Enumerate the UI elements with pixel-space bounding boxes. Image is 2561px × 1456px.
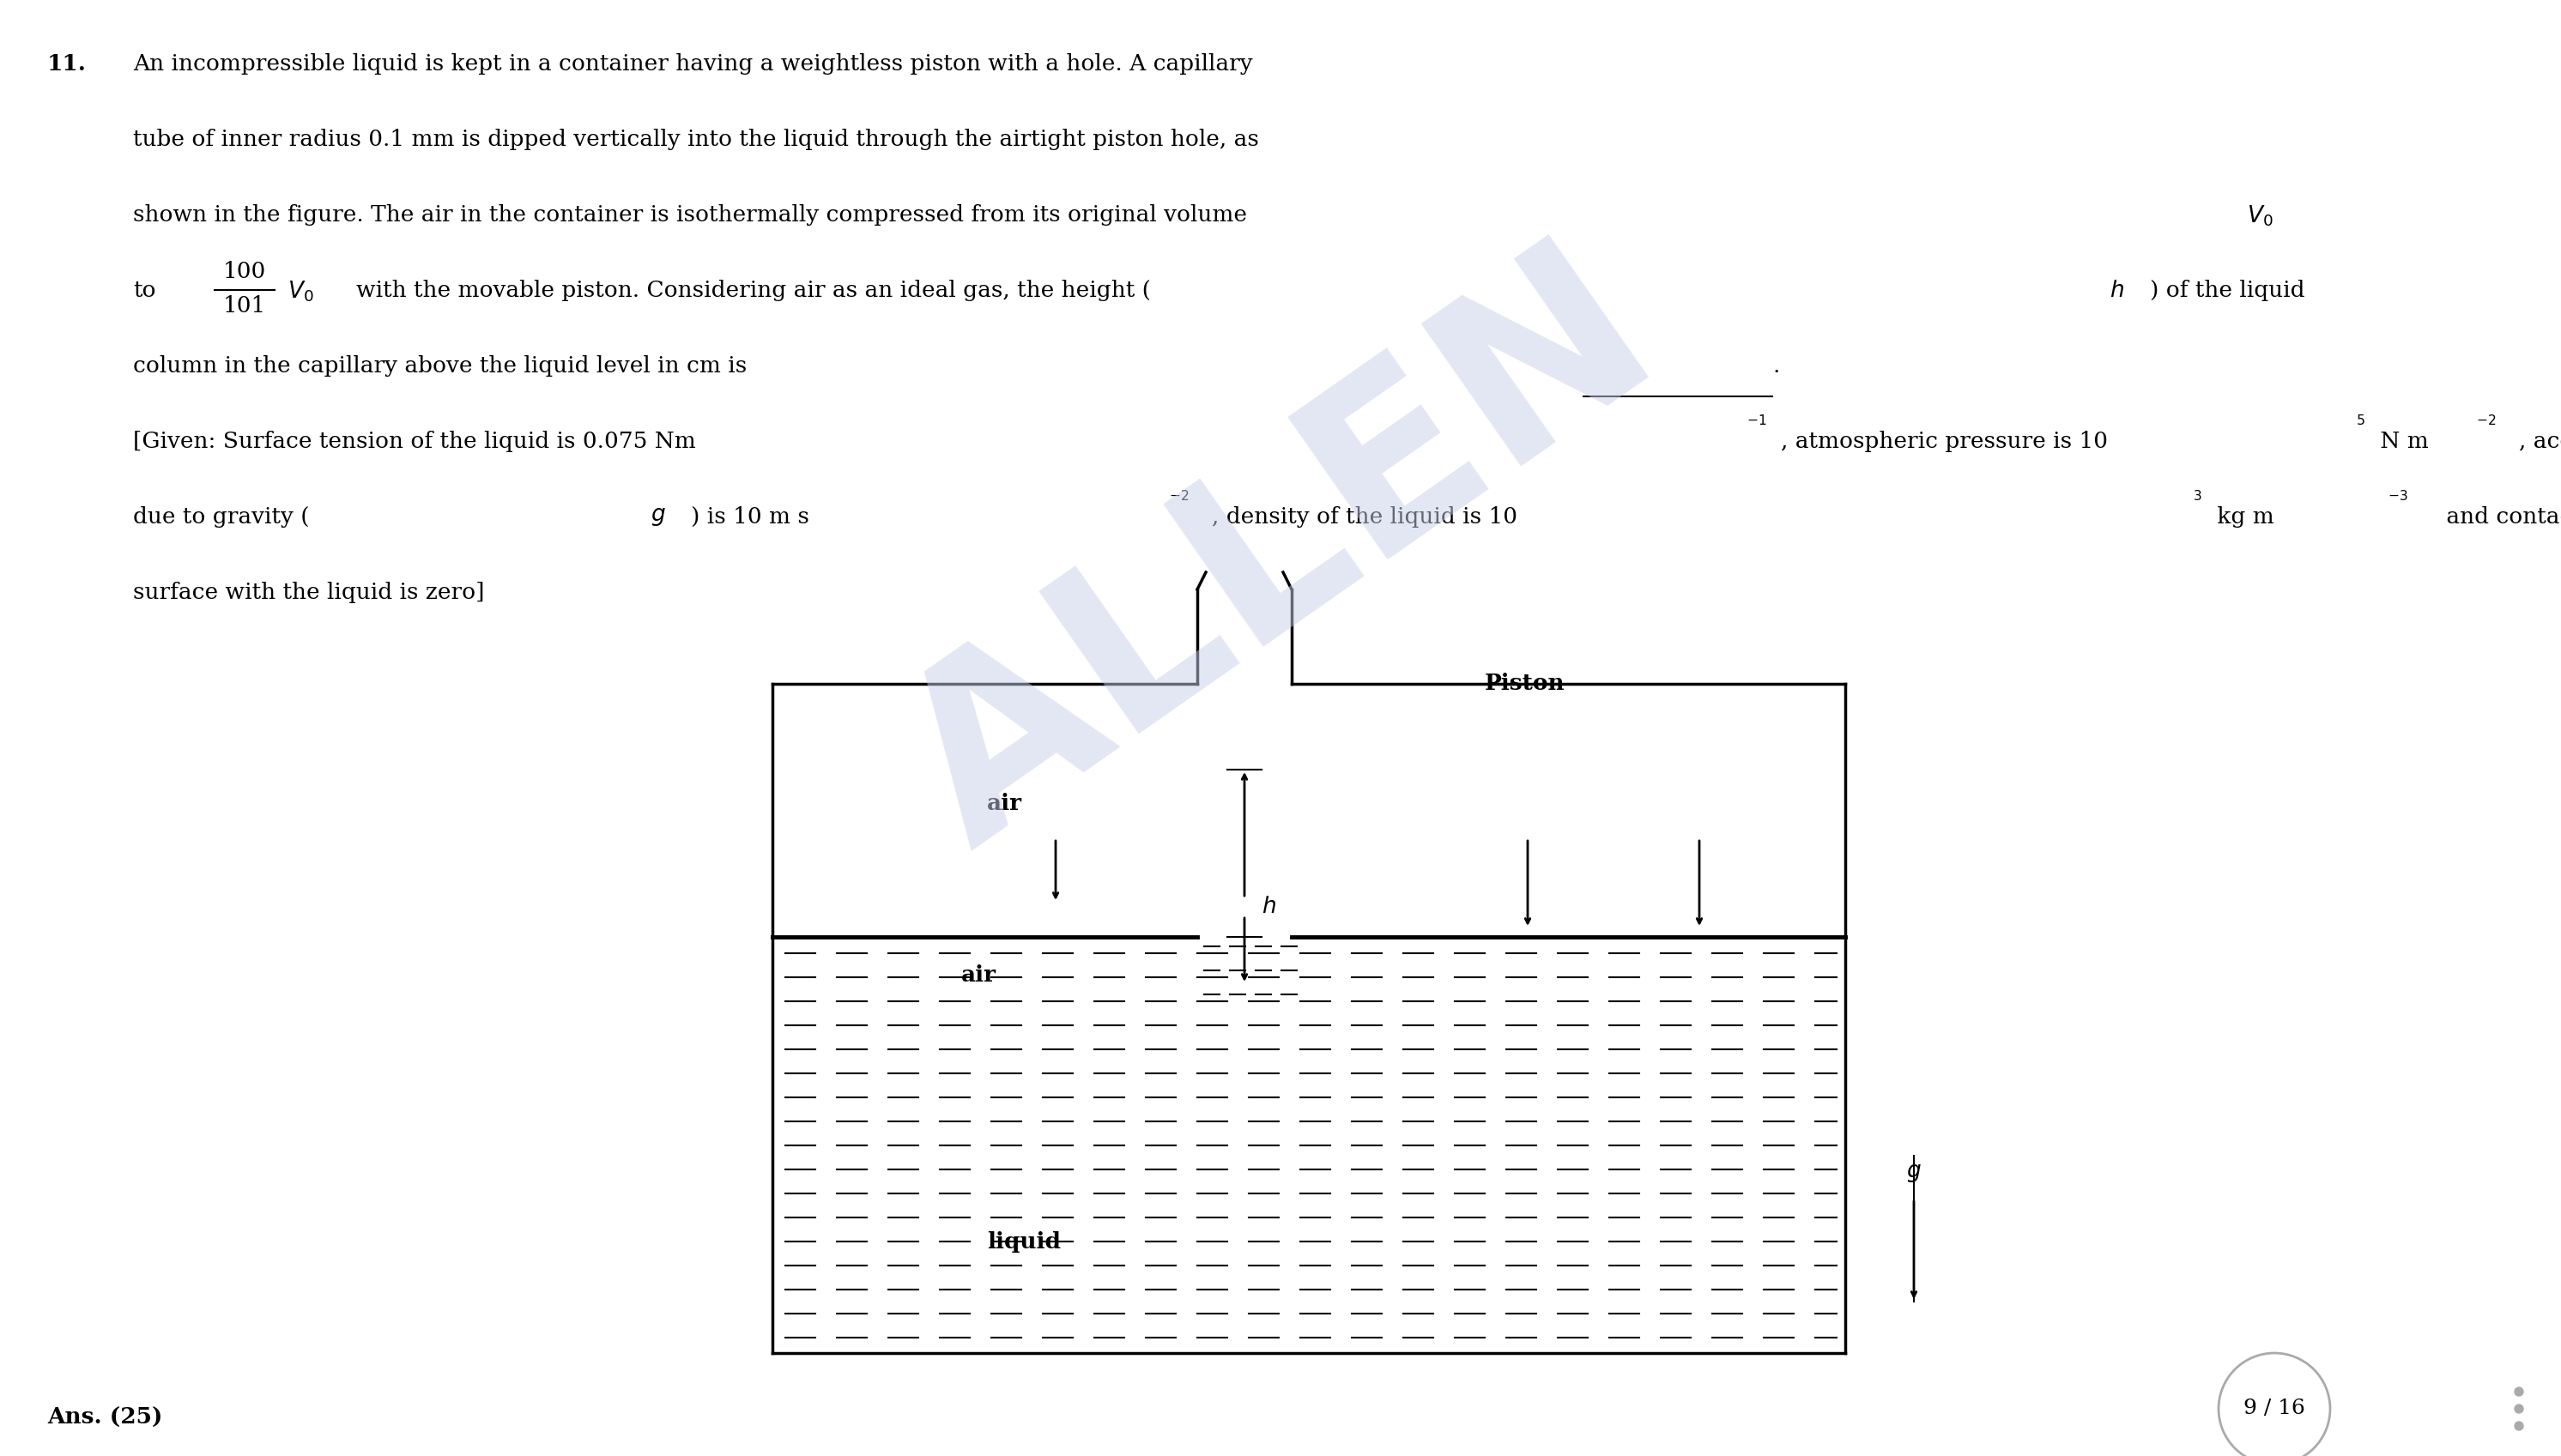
Text: $V_0$: $V_0$ bbox=[287, 280, 315, 304]
Text: $g$: $g$ bbox=[1905, 1162, 1921, 1184]
Text: $^5$: $^5$ bbox=[2356, 415, 2366, 434]
Text: air: air bbox=[960, 965, 996, 986]
Text: .: . bbox=[1772, 355, 1780, 377]
Text: Ans. (25): Ans. (25) bbox=[46, 1406, 161, 1428]
Text: kg m: kg m bbox=[2210, 507, 2274, 527]
Text: $^3$: $^3$ bbox=[2192, 491, 2202, 510]
Text: $h$: $h$ bbox=[2110, 280, 2123, 301]
Text: tube of inner radius 0.1 mm is dipped vertically into the liquid through the air: tube of inner radius 0.1 mm is dipped ve… bbox=[133, 128, 1260, 150]
Text: 101: 101 bbox=[223, 296, 266, 316]
Text: 11.: 11. bbox=[46, 54, 87, 74]
Text: 100: 100 bbox=[223, 261, 266, 282]
Text: shown in the figure. The air in the container is isothermally compressed from it: shown in the figure. The air in the cont… bbox=[133, 204, 1255, 226]
Text: $h$: $h$ bbox=[1263, 895, 1275, 917]
Text: ) of the liquid: ) of the liquid bbox=[2149, 280, 2305, 301]
Text: 9 / 16: 9 / 16 bbox=[2243, 1399, 2305, 1418]
Text: $g$: $g$ bbox=[650, 507, 666, 527]
Text: surface with the liquid is zero]: surface with the liquid is zero] bbox=[133, 582, 484, 603]
Text: $^{-3}$: $^{-3}$ bbox=[2387, 491, 2407, 510]
Text: , atmospheric pressure is 10: , atmospheric pressure is 10 bbox=[1780, 431, 2108, 453]
Text: $^{-2}$: $^{-2}$ bbox=[1168, 491, 1188, 510]
Circle shape bbox=[2515, 1405, 2523, 1414]
Text: $^{-2}$: $^{-2}$ bbox=[2476, 415, 2497, 434]
Text: liquid: liquid bbox=[986, 1230, 1060, 1252]
Text: , density of the liquid is 10: , density of the liquid is 10 bbox=[1211, 507, 1516, 527]
Text: ALLEN: ALLEN bbox=[866, 214, 1695, 893]
Text: , acceleration: , acceleration bbox=[2520, 431, 2561, 453]
Text: Piston: Piston bbox=[1485, 673, 1565, 695]
Text: with the movable piston. Considering air as an ideal gas, the height (: with the movable piston. Considering air… bbox=[356, 280, 1150, 301]
Text: N m: N m bbox=[2374, 431, 2428, 453]
Text: $^{-1}$: $^{-1}$ bbox=[1747, 415, 1767, 434]
Text: due to gravity (: due to gravity ( bbox=[133, 507, 310, 527]
Text: and contact angle of capillary: and contact angle of capillary bbox=[2438, 507, 2561, 527]
Text: ) is 10 m s: ) is 10 m s bbox=[691, 507, 809, 527]
Text: column in the capillary above the liquid level in cm is: column in the capillary above the liquid… bbox=[133, 355, 748, 377]
Text: $V_0$: $V_0$ bbox=[2246, 204, 2274, 229]
Text: [Given: Surface tension of the liquid is 0.075 Nm: [Given: Surface tension of the liquid is… bbox=[133, 431, 697, 453]
Text: An incompressible liquid is kept in a container having a weightless piston with : An incompressible liquid is kept in a co… bbox=[133, 54, 1252, 74]
Circle shape bbox=[2515, 1421, 2523, 1430]
Text: to: to bbox=[133, 280, 156, 301]
Text: air: air bbox=[986, 794, 1022, 815]
Circle shape bbox=[2515, 1388, 2523, 1396]
